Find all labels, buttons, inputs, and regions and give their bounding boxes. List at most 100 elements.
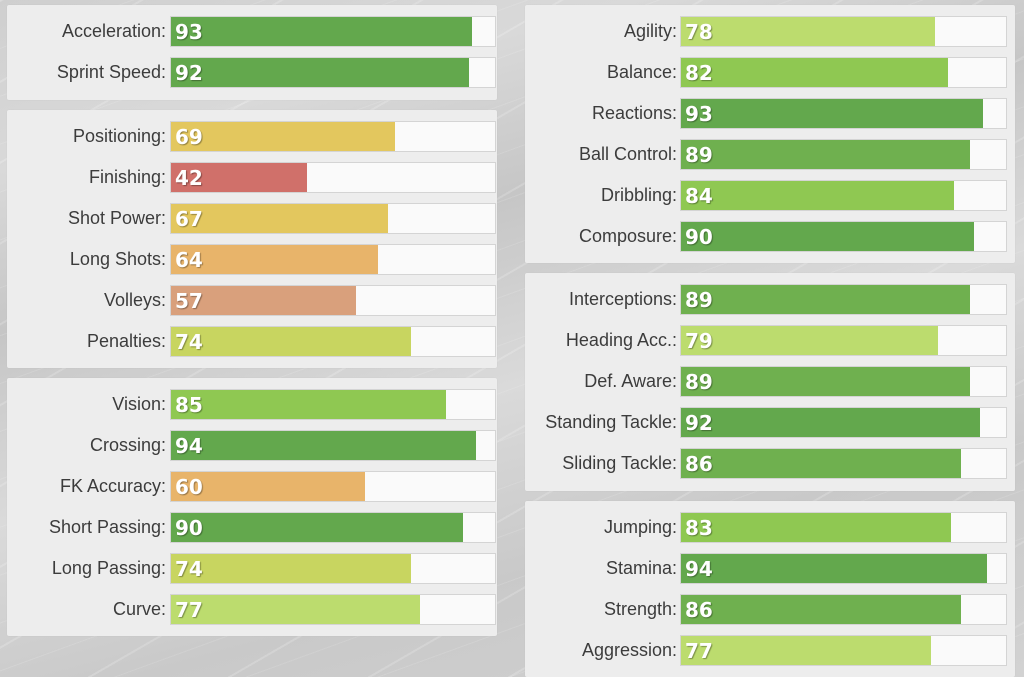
stat-bar: 77 bbox=[170, 594, 496, 625]
stat-bar-fill: 94 bbox=[171, 431, 476, 460]
stat-bar-fill: 85 bbox=[171, 390, 447, 419]
stat-label: Sliding Tackle: bbox=[562, 453, 677, 473]
stat-label: Long Passing: bbox=[51, 558, 166, 578]
stat-bar: 85 bbox=[170, 389, 496, 420]
stat-value: 78 bbox=[685, 20, 713, 44]
stat-bar-fill: 89 bbox=[681, 140, 971, 169]
stat-value: 90 bbox=[685, 225, 713, 249]
stat-label: Standing Tackle: bbox=[545, 412, 677, 432]
stat-value: 42 bbox=[175, 166, 203, 190]
stat-bar: 89 bbox=[680, 284, 1007, 315]
group-shooting: Positioning: 69 Finishing: 42 Shot Power: 67 L… bbox=[7, 110, 497, 368]
stat-bar: 89 bbox=[680, 366, 1007, 397]
stat-value: 67 bbox=[175, 207, 203, 231]
stat-bar: 90 bbox=[170, 512, 496, 543]
stat-bar: 78 bbox=[680, 16, 1007, 47]
stat-label: Crossing: bbox=[89, 435, 166, 455]
stat-row: Short Passing: 90 bbox=[7, 512, 497, 543]
stat-bar: 86 bbox=[680, 594, 1007, 625]
stat-label: Penalties: bbox=[86, 331, 166, 351]
stat-bar: 86 bbox=[680, 448, 1007, 479]
stat-bar-fill: 89 bbox=[681, 285, 971, 314]
stat-bar: 94 bbox=[680, 553, 1007, 584]
stat-row: Positioning: 69 bbox=[7, 121, 497, 152]
stat-row: Vision: 85 bbox=[7, 389, 497, 420]
stat-label: Long Shots: bbox=[69, 249, 166, 269]
stat-bar: 57 bbox=[170, 285, 496, 316]
stat-bar-fill: 82 bbox=[681, 58, 948, 87]
stat-row: Balance: 82 bbox=[525, 57, 1015, 88]
stat-bar-fill: 84 bbox=[681, 181, 954, 210]
stat-bar-fill: 78 bbox=[681, 17, 935, 46]
stat-row: Agility: 78 bbox=[525, 16, 1015, 47]
stat-label: Shot Power: bbox=[67, 208, 166, 228]
stat-bar-fill: 57 bbox=[171, 286, 356, 315]
stat-bar-fill: 93 bbox=[171, 17, 473, 46]
stat-bar-fill: 74 bbox=[171, 554, 411, 583]
stat-bar: 60 bbox=[170, 471, 496, 502]
stat-value: 94 bbox=[175, 434, 203, 458]
stat-bar-fill: 86 bbox=[681, 449, 961, 478]
stat-value: 64 bbox=[175, 248, 203, 272]
stat-value: 84 bbox=[685, 184, 713, 208]
group-physical: Jumping: 83 Stamina: 94 Strength: 86 Aggressio… bbox=[525, 501, 1015, 677]
stat-value: 93 bbox=[175, 20, 203, 44]
stat-label: Ball Control: bbox=[578, 144, 677, 164]
stat-label: Jumping: bbox=[603, 517, 677, 537]
stat-value: 94 bbox=[685, 557, 713, 581]
stat-row: Long Passing: 74 bbox=[7, 553, 497, 584]
stat-label: Strength: bbox=[603, 599, 677, 619]
stat-row: Interceptions: 89 bbox=[525, 284, 1015, 315]
stat-row: Crossing: 94 bbox=[7, 430, 497, 461]
stat-bar: 74 bbox=[170, 326, 496, 357]
stat-value: 74 bbox=[175, 557, 203, 581]
stat-bar-fill: 89 bbox=[681, 367, 971, 396]
stat-label: Acceleration: bbox=[61, 21, 166, 41]
stat-value: 89 bbox=[685, 143, 713, 167]
stat-bar-fill: 77 bbox=[171, 595, 421, 624]
stat-bar-fill: 92 bbox=[171, 58, 470, 87]
stat-row: Long Shots: 64 bbox=[7, 244, 497, 275]
stat-value: 93 bbox=[685, 102, 713, 126]
stat-bar-fill: 60 bbox=[171, 472, 366, 501]
stat-value: 85 bbox=[175, 393, 203, 417]
stat-label: Reactions: bbox=[591, 103, 677, 123]
stat-label: Composure: bbox=[578, 226, 677, 246]
stat-bar-fill: 83 bbox=[681, 513, 951, 542]
stat-label: Finishing: bbox=[88, 167, 166, 187]
stat-row: Standing Tackle: 92 bbox=[525, 407, 1015, 438]
stat-value: 92 bbox=[175, 61, 203, 85]
stat-label: Aggression: bbox=[581, 640, 677, 660]
stat-bar: 94 bbox=[170, 430, 496, 461]
stat-value: 77 bbox=[175, 598, 203, 622]
stat-label: Sprint Speed: bbox=[56, 62, 166, 82]
stat-row: Dribbling: 84 bbox=[525, 180, 1015, 211]
stat-bar-fill: 90 bbox=[681, 222, 974, 251]
stat-row: Aggression: 77 bbox=[525, 635, 1015, 666]
stat-label: Volleys: bbox=[103, 290, 166, 310]
stat-value: 60 bbox=[175, 475, 203, 499]
stat-bar: 42 bbox=[170, 162, 496, 193]
stat-bar: 92 bbox=[170, 57, 496, 88]
stat-row: Volleys: 57 bbox=[7, 285, 497, 316]
stat-label: Heading Acc.: bbox=[565, 330, 677, 350]
stat-row: Composure: 90 bbox=[525, 221, 1015, 252]
stat-bar: 92 bbox=[680, 407, 1007, 438]
stat-row: Jumping: 83 bbox=[525, 512, 1015, 543]
group-defending: Interceptions: 89 Heading Acc.: 79 Def. Awar… bbox=[525, 273, 1015, 491]
stat-bar-fill: 69 bbox=[171, 122, 395, 151]
stat-label: Positioning: bbox=[72, 126, 166, 146]
stat-bar-fill: 42 bbox=[171, 163, 308, 192]
stat-bar-fill: 93 bbox=[681, 99, 984, 128]
stat-bar: 93 bbox=[680, 98, 1007, 129]
stat-bar-fill: 79 bbox=[681, 326, 938, 355]
stat-label: Def. Aware: bbox=[584, 371, 677, 391]
stat-value: 86 bbox=[685, 598, 713, 622]
group-dribbling: Agility: 78 Balance: 82 Reactions: 93 Ball Con… bbox=[525, 5, 1015, 263]
stat-bar-fill: 86 bbox=[681, 595, 961, 624]
group-passing: Vision: 85 Crossing: 94 FK Accuracy: 60 Short … bbox=[7, 378, 497, 636]
stat-value: 89 bbox=[685, 288, 713, 312]
group-pace: Acceleration: 93 Sprint Speed: 92 bbox=[7, 5, 497, 100]
stat-row: Penalties: 74 bbox=[7, 326, 497, 357]
stat-row: Stamina: 94 bbox=[525, 553, 1015, 584]
